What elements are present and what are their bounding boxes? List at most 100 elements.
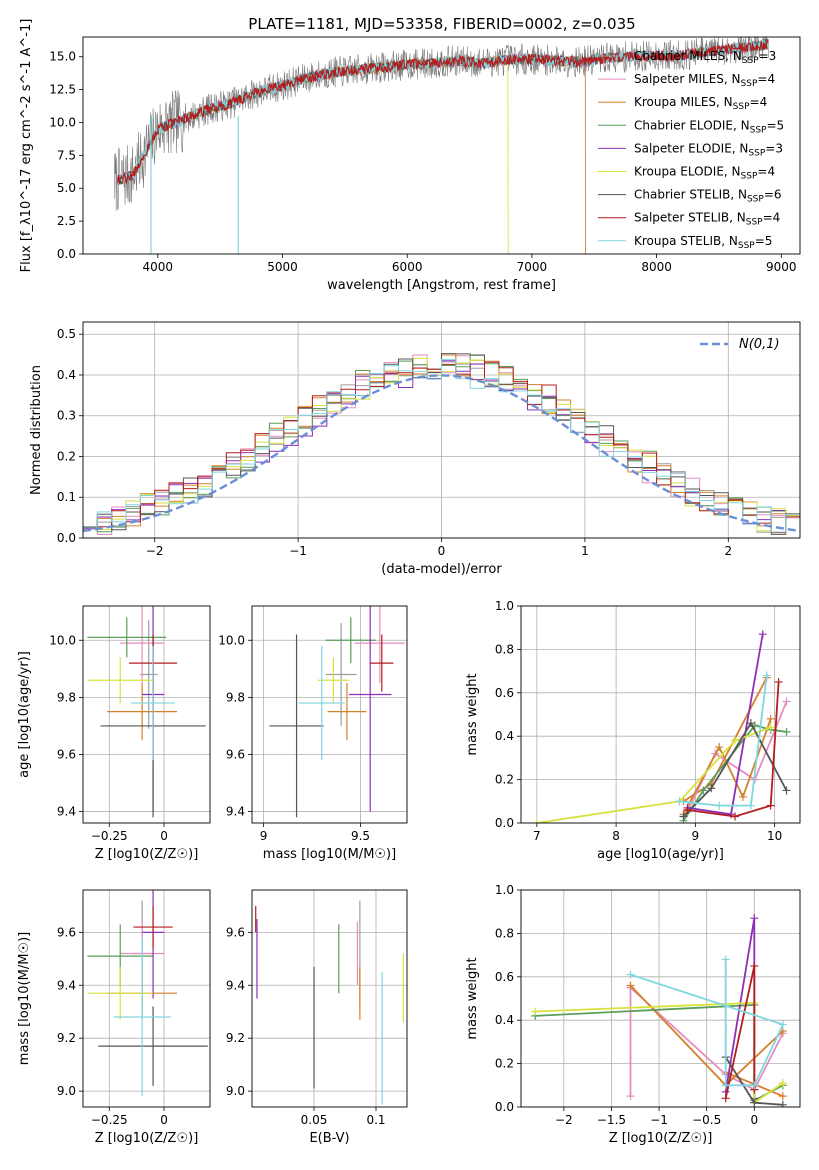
legend-value: =3 xyxy=(759,49,777,63)
mass_weight_vs_Z-frame xyxy=(520,889,801,1108)
x-tick-label: 6000 xyxy=(392,260,423,274)
model-series-line xyxy=(116,55,509,254)
legend-label: Kroupa MILES, NSSP=4 xyxy=(634,95,767,112)
mass-weight-marker xyxy=(766,723,775,732)
y-tick-label: 0.8 xyxy=(495,926,514,940)
x-tick-label: −1 xyxy=(650,1113,668,1127)
legend-value: =5 xyxy=(755,234,773,248)
x-axis-label: wavelength [Angstrom, rest frame] xyxy=(327,278,556,293)
mass-weight-marker xyxy=(721,1094,730,1103)
legend-value: =4 xyxy=(763,211,781,225)
y-tick-label: 0.0 xyxy=(495,1100,514,1114)
mass-weight-marker xyxy=(750,961,759,970)
x-tick-label: 7 xyxy=(533,829,541,843)
spectrum-plot-area xyxy=(113,37,770,254)
mass-weight-marker xyxy=(715,743,724,752)
mass-weight-marker xyxy=(721,1081,730,1090)
y-tick-label: 10.0 xyxy=(218,633,245,647)
x-tick-label: 0 xyxy=(750,1113,758,1127)
x-tick-label: 0.05 xyxy=(301,1113,328,1127)
legend-subscript: SSP xyxy=(741,172,758,182)
y-tick-label: 9.2 xyxy=(57,1031,76,1045)
y-tick-label: 1.0 xyxy=(495,883,514,897)
y-tick-label: 0.3 xyxy=(57,409,76,423)
mass_weight_vs_age-grid xyxy=(521,605,800,824)
y-tick-label: 9.6 xyxy=(226,925,245,939)
mass-weight-series-line xyxy=(679,675,768,807)
y-tick-label: 9.2 xyxy=(226,1031,245,1045)
page-title: PLATE=1181, MJD=53358, FIBERID=0002, z=0… xyxy=(248,15,635,33)
y-tick-label: 9.6 xyxy=(57,747,76,761)
y-axis-label: mass weight xyxy=(465,957,480,1039)
x-axis-label: Z [log10(Z/Z☉)] xyxy=(95,1131,199,1146)
y-tick-label: 0.2 xyxy=(57,449,76,463)
legend-label: Chabrier MILES, NSSP=3 xyxy=(634,49,776,66)
mass-weight-marker xyxy=(731,812,740,821)
legend-label: Kroupa STELIB, NSSP=5 xyxy=(634,234,772,251)
mass_weight_vs_age-axes: 7 8 9 10 0.0 0.2 0.4 0.6 0.8 1.0 age [log10(age/yr… xyxy=(465,599,801,862)
y-tick-label: 10.0 xyxy=(49,633,76,647)
x-tick-label: −2 xyxy=(146,544,164,558)
y-tick-label: 9.8 xyxy=(226,690,245,704)
y-axis-label: mass [log10(M/M☉)] xyxy=(17,932,32,1065)
mass-weight-marker xyxy=(766,801,775,810)
mass-weight-marker xyxy=(778,1079,787,1088)
age_vs_Z-frame xyxy=(82,605,211,824)
legend-value: =4 xyxy=(757,165,775,179)
x-tick-label: 7000 xyxy=(517,260,548,274)
x-tick-label: 1 xyxy=(581,544,589,558)
mass-weight-marker xyxy=(721,955,730,964)
mass-weight-marker xyxy=(778,1092,787,1101)
x-axis-label: age [log10(age/yr)] xyxy=(597,847,724,862)
mass-weight-marker xyxy=(750,1098,759,1107)
x-tick-label: 0 xyxy=(160,1113,168,1127)
y-tick-label: 0.0 xyxy=(57,247,76,261)
y-tick-label: 9.6 xyxy=(57,925,76,939)
mass-weight-marker xyxy=(758,630,767,639)
mass-weight-marker xyxy=(782,786,791,795)
mass-weight-marker xyxy=(750,1081,759,1090)
age_vs_mass-plot-area xyxy=(269,606,406,818)
normal-curve-line xyxy=(83,374,800,533)
mass_vs_ebv-grid xyxy=(252,890,407,1107)
residual-histogram-series xyxy=(83,359,800,533)
legend-label: Salpeter MILES, NSSP=4 xyxy=(634,72,775,89)
y-tick-label: 0.4 xyxy=(495,729,514,743)
mass-weight-marker xyxy=(679,812,688,821)
legend-subscript: SSP xyxy=(738,241,755,251)
mass-weight-marker xyxy=(778,1100,787,1107)
y-tick-label: 9.4 xyxy=(226,805,245,819)
mass-weight-marker xyxy=(746,719,755,728)
y-tick-label: 9.8 xyxy=(57,690,76,704)
mass-weight-marker xyxy=(707,784,716,793)
mass-weight-series-line xyxy=(536,726,772,823)
legend-subscript: SSP xyxy=(747,195,764,205)
age_vs_Z-grid xyxy=(83,606,210,823)
y-axis-label: age [log10(age/yr)] xyxy=(17,651,32,778)
age_vs_Z-axes: −0.25 0 9.4 9.6 9.8 10.0 Z [log10(Z/Z☉)] age [l… xyxy=(17,605,211,862)
residuals-frame xyxy=(82,321,801,539)
legend-label: Chabrier STELIB, NSSP=6 xyxy=(634,188,782,205)
x-tick-label: 2 xyxy=(724,544,732,558)
x-tick-label: 4000 xyxy=(143,260,174,274)
y-tick-label: 9.4 xyxy=(226,978,245,992)
spectrum-axes: 4000 5000 6000 7000 8000 9000 0.0 2.5 5.0 7.5 10.0… xyxy=(19,19,801,293)
legend-value: =4 xyxy=(750,95,768,109)
legend-subscript: SSP xyxy=(750,125,767,135)
x-tick-label: 9 xyxy=(692,829,700,843)
mass_weight_vs_age-plot-area xyxy=(532,630,791,823)
x-tick-label: −0.5 xyxy=(692,1113,721,1127)
mass_vs_ebv-axes: 0.05 0.1 9.0 9.2 9.4 9.6 E(B-V) xyxy=(226,889,408,1146)
legend-label: Chabrier ELODIE, NSSP=5 xyxy=(634,118,784,135)
residuals-plot-area xyxy=(83,353,800,535)
legend-value: =4 xyxy=(757,72,775,86)
mass_weight_vs_Z-plot-area xyxy=(531,914,787,1107)
x-tick-label: 9000 xyxy=(766,260,797,274)
mass-weight-marker xyxy=(532,819,541,823)
x-tick-label: 0 xyxy=(438,544,446,558)
legend-value: =5 xyxy=(766,118,784,132)
x-tick-label: 8000 xyxy=(641,260,672,274)
model-series-line xyxy=(117,39,769,185)
y-tick-label: 0.4 xyxy=(57,368,76,382)
